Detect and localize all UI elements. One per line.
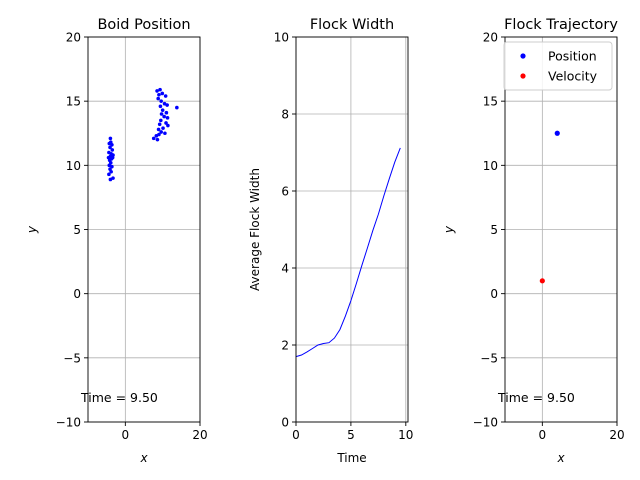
x-tick-label: 20: [609, 428, 624, 442]
chart-title: Boid Position: [97, 17, 190, 33]
axes-frame: [295, 36, 409, 423]
boid-point: [159, 99, 163, 103]
y-tick-label: 2: [281, 339, 289, 353]
boid-point: [159, 118, 163, 123]
boid-point: [164, 121, 168, 125]
y-tick-label: 20: [483, 31, 498, 45]
x-tick-label: 5: [347, 428, 355, 442]
x-tick-label: 0: [292, 428, 300, 442]
boid-point: [160, 108, 165, 112]
boid-point: [110, 155, 115, 160]
chart-panel-3: 0 20 −10 −5 0 5 10 15 20 Flock Trajectory x y Time =…: [442, 17, 625, 465]
legend-marker-velocity: [520, 73, 526, 79]
boid-point: [155, 89, 159, 93]
plot-area: [296, 37, 408, 422]
boid-point: [164, 110, 169, 115]
y-tick-label: 10: [274, 31, 289, 45]
boid-point: [108, 136, 113, 141]
boid-point: [110, 143, 114, 147]
time-annotation: Time = 9.50: [497, 390, 575, 405]
legend-box: [503, 41, 613, 91]
flock-width-line: [295, 147, 401, 358]
y-tick-label: 10: [483, 159, 498, 173]
y-tick-label: 15: [483, 95, 498, 109]
x-tick-label: 20: [192, 428, 207, 442]
boid-point: [156, 96, 160, 101]
x-tick-label: 0: [122, 428, 130, 442]
boid-point: [151, 136, 156, 141]
boid-point: [159, 130, 163, 134]
legend: Position Velocity: [503, 41, 613, 91]
y-tick-label: 15: [66, 95, 81, 109]
boid-point: [157, 92, 161, 97]
x-axis-label: x: [556, 451, 565, 465]
time-annotation: Time = 9.50: [80, 390, 158, 405]
legend-label-velocity: Velocity: [548, 69, 598, 84]
boid-point: [165, 116, 170, 120]
x-tick-label: 10: [398, 428, 413, 442]
boid-point: [157, 122, 162, 127]
legend-label-position: Position: [548, 49, 597, 64]
boid-point: [158, 104, 163, 109]
velocity-point: [539, 278, 545, 284]
y-tick-label: 10: [66, 159, 81, 173]
boid-point: [109, 169, 113, 174]
boid-point: [175, 105, 179, 110]
boid-point: [163, 131, 167, 136]
x-tick-label: 0: [539, 428, 547, 442]
boid-point: [166, 123, 170, 128]
boid-point: [162, 114, 166, 119]
y-axis-label: y: [442, 225, 456, 234]
boid-point: [155, 137, 160, 142]
y-tick-label: 20: [66, 31, 81, 45]
y-tick-label: 6: [281, 185, 289, 199]
y-tick-label: −10: [56, 416, 81, 430]
boid-point: [161, 126, 165, 130]
boid-point: [154, 134, 159, 138]
boid-point: [110, 164, 114, 169]
y-tick-label: 5: [490, 223, 498, 237]
x-axis-label: Time: [336, 451, 366, 465]
y-tick-label: 0: [281, 416, 289, 430]
boid-point: [108, 145, 112, 150]
y-axis-label: Average Flock Width: [248, 168, 262, 291]
y-tick-label: −5: [63, 351, 81, 365]
y-tick-label: 4: [281, 262, 289, 276]
y-tick-label: 8: [281, 108, 289, 122]
y-tick-label: 0: [73, 287, 81, 301]
chart-title: Flock Width: [310, 17, 394, 33]
boid-point: [158, 87, 162, 92]
chart-panel-2: 0 5 10 0 2 4 6 8 10 Flock Width Time Average Flock …: [248, 17, 413, 465]
y-tick-label: −10: [473, 416, 498, 430]
y-axis-label: y: [25, 225, 39, 234]
y-tick-label: −5: [480, 351, 498, 365]
boid-point: [107, 172, 111, 177]
legend-marker-position: [520, 53, 526, 59]
boid-point: [165, 103, 169, 107]
boid-point: [163, 94, 168, 98]
boid-point: [108, 177, 113, 182]
boid-point: [160, 91, 165, 96]
position-point: [554, 130, 560, 136]
chart-title: Flock Trajectory: [504, 17, 618, 33]
chart-panel-1: 0 20 −10 −5 0 5 10 15 20 Boid Position x y Time = 9.…: [25, 17, 208, 465]
x-axis-label: x: [139, 451, 148, 465]
boid-point: [156, 127, 161, 132]
boid-point: [110, 148, 115, 152]
y-tick-label: 0: [490, 287, 498, 301]
y-tick-label: 5: [73, 223, 81, 237]
boid-point: [159, 112, 164, 116]
